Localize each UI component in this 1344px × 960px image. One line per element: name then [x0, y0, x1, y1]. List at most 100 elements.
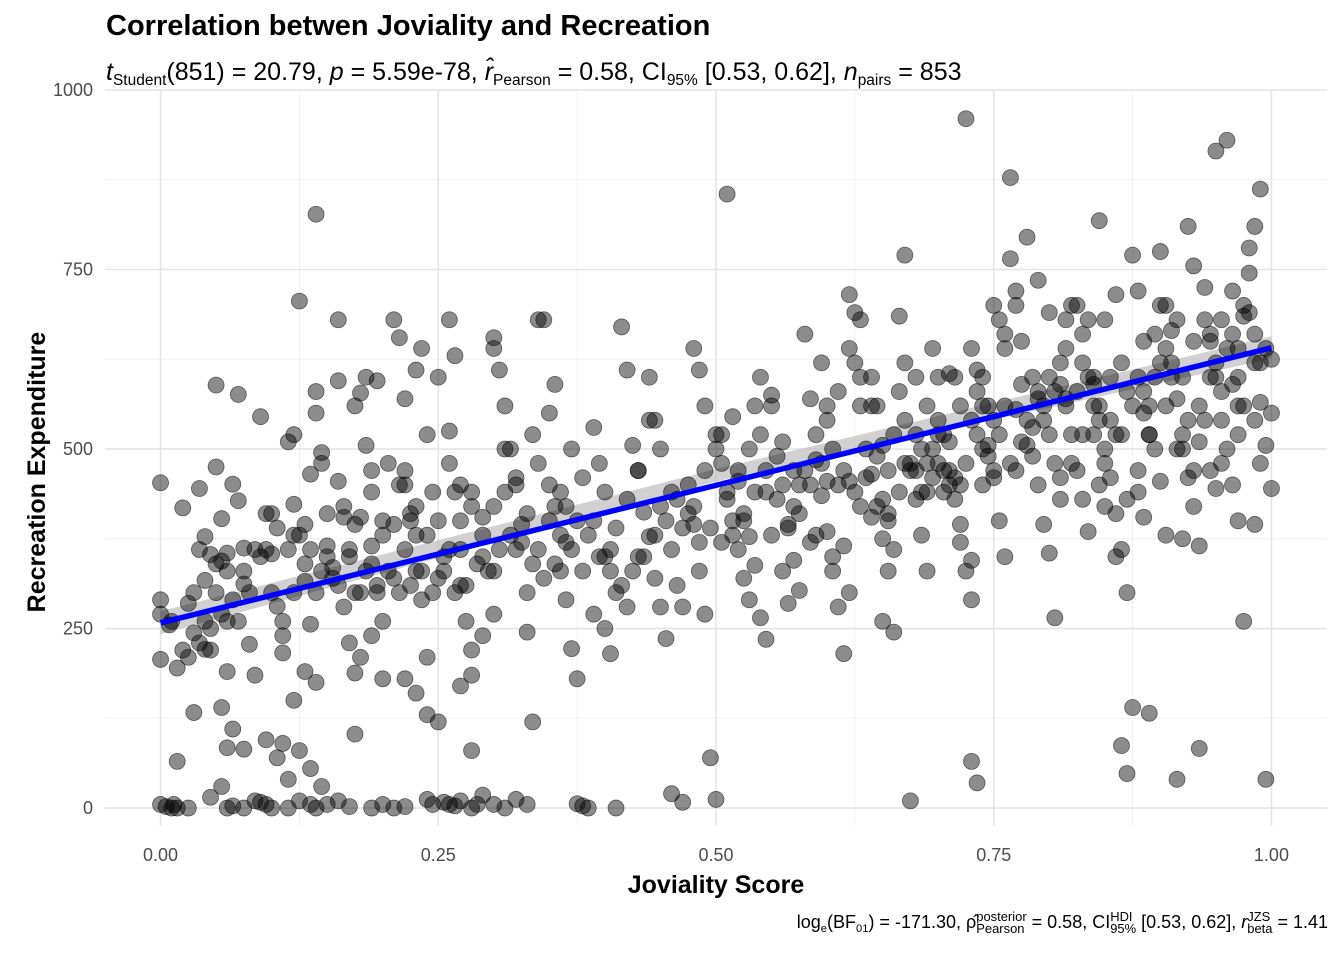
rho-label: ρ̂	[966, 912, 977, 933]
data-point	[340, 548, 358, 566]
data-point	[1235, 297, 1253, 314]
data-point	[318, 796, 336, 813]
data-point	[224, 720, 242, 738]
data-point	[1113, 354, 1130, 372]
data-point	[685, 340, 703, 357]
data-point	[1074, 354, 1091, 372]
data-point	[352, 584, 369, 602]
data-point	[313, 444, 331, 462]
data-point	[829, 598, 847, 616]
data-point	[440, 422, 458, 440]
data-point	[752, 609, 769, 627]
data-point	[1196, 279, 1214, 296]
x-tick-label: 0.25	[421, 845, 456, 865]
data-point	[985, 297, 1003, 314]
data-point	[590, 548, 608, 566]
r-value: = 0.58, CI	[550, 58, 667, 86]
data-point	[1251, 454, 1269, 472]
data-point	[1068, 462, 1086, 479]
data-point	[191, 480, 208, 497]
data-point	[213, 699, 231, 716]
data-point	[1029, 271, 1047, 289]
df-value: (851)	[166, 58, 225, 86]
data-point	[1079, 311, 1097, 329]
rho-subscript: Pearson	[976, 921, 1025, 937]
data-point	[429, 713, 447, 731]
data-point	[690, 361, 708, 379]
data-point	[1113, 737, 1130, 754]
data-point	[874, 612, 892, 630]
data-point	[602, 562, 619, 580]
data-point	[779, 519, 797, 537]
data-point	[929, 411, 947, 429]
data-point	[563, 541, 580, 558]
data-point	[374, 796, 392, 813]
data-point	[1163, 322, 1180, 339]
data-point	[679, 505, 697, 523]
fit-line	[159, 345, 1273, 626]
data-point	[940, 476, 958, 494]
data-point	[802, 390, 819, 408]
data-point	[552, 483, 569, 501]
data-point	[835, 462, 853, 479]
data-point	[485, 605, 503, 623]
data-point	[418, 526, 436, 544]
r-label: r̂	[484, 58, 494, 86]
data-point	[446, 797, 464, 815]
t-label: t	[106, 58, 113, 86]
y-tick-label: 250	[63, 619, 93, 639]
data-point	[329, 792, 347, 810]
data-point	[191, 541, 208, 558]
data-point	[1263, 404, 1280, 422]
data-point	[1207, 142, 1225, 160]
data-point	[863, 508, 880, 526]
data-point	[1146, 325, 1164, 343]
data-point	[1224, 325, 1241, 343]
data-point	[563, 440, 580, 458]
data-point	[363, 627, 381, 645]
data-point	[329, 372, 347, 390]
data-point	[663, 541, 680, 558]
data-point	[563, 640, 580, 658]
data-point	[1157, 526, 1175, 544]
data-point	[385, 799, 403, 817]
data-point	[1257, 770, 1275, 788]
data-point	[1129, 282, 1147, 300]
rbeta-scripts: JZS beta	[1247, 910, 1272, 936]
data-point	[424, 796, 442, 813]
data-point	[746, 483, 764, 501]
chart-title: Correlation betwen Joviality and Recreat…	[106, 10, 711, 42]
data-point	[179, 799, 197, 817]
data-point	[640, 368, 658, 386]
data-point	[1151, 243, 1169, 260]
data-point	[1246, 516, 1264, 533]
data-point	[579, 799, 597, 817]
data-point	[1229, 397, 1247, 415]
data-point	[624, 437, 642, 454]
data-point	[429, 368, 447, 386]
y-tick-label: 750	[63, 260, 93, 280]
data-point	[257, 505, 275, 523]
x-tick-label: 0.75	[976, 845, 1011, 865]
data-point	[829, 383, 847, 400]
data-point	[524, 555, 542, 573]
data-point	[1140, 426, 1158, 444]
data-point	[196, 528, 214, 546]
data-point	[246, 541, 264, 558]
data-point	[368, 372, 386, 390]
data-point	[307, 673, 325, 691]
data-point	[1224, 375, 1241, 393]
data-point	[396, 390, 414, 408]
data-point	[435, 562, 453, 580]
data-point	[1046, 454, 1064, 472]
data-point	[357, 437, 375, 454]
data-point	[1124, 397, 1141, 415]
data-point	[291, 742, 308, 760]
data-point	[779, 595, 797, 612]
data-point	[329, 311, 347, 329]
data-point	[535, 569, 553, 587]
y-tick-label: 0	[83, 798, 93, 818]
data-point	[1174, 440, 1191, 458]
data-point	[1090, 476, 1108, 494]
data-point	[763, 397, 780, 415]
